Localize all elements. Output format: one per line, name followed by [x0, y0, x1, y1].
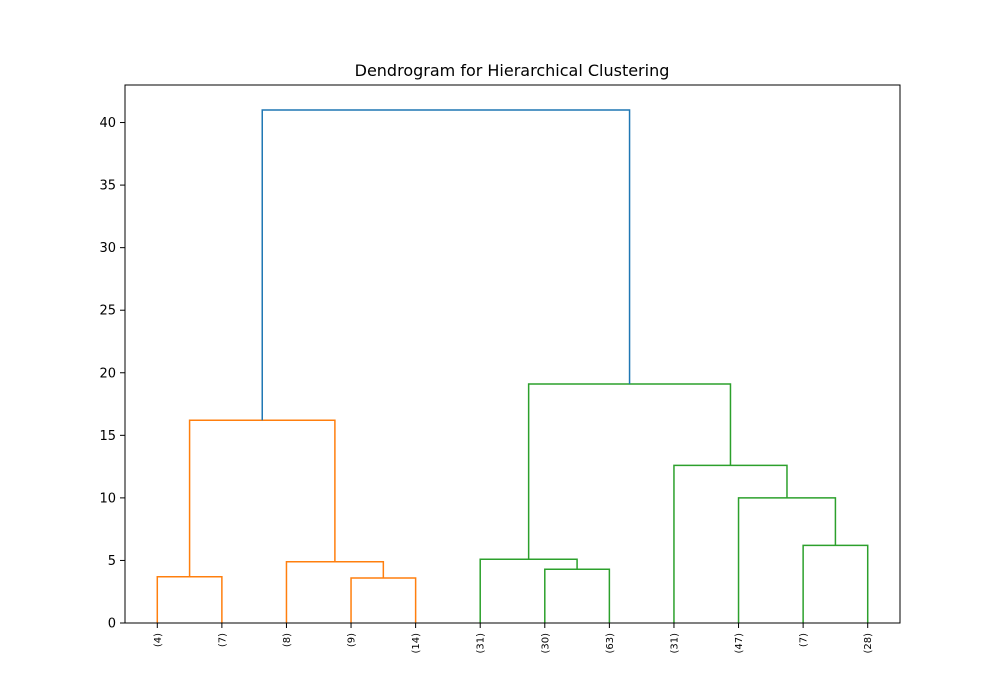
- y-tick-label: 35: [99, 179, 116, 194]
- y-tick-label: 0: [108, 617, 116, 632]
- dendrogram-link-m6: [479, 558, 578, 623]
- dendrogram-link-m3: [285, 560, 385, 623]
- leaf-label: (7): [799, 633, 810, 647]
- leaf-label: (47): [734, 633, 745, 654]
- leaf-label: (8): [282, 633, 293, 647]
- dendrogram-link-m7: [802, 544, 869, 623]
- dendrogram-link-m9: [673, 464, 788, 623]
- leaf-label: (28): [863, 633, 874, 654]
- dendrogram-links: [156, 109, 869, 623]
- y-tick-label: 40: [99, 116, 116, 131]
- dendrogram-link-m1: [156, 575, 223, 623]
- y-tick-label: 10: [99, 491, 116, 506]
- y-tick-label: 25: [99, 304, 116, 319]
- leaf-label: (4): [153, 633, 164, 647]
- leaf-label: (31): [476, 633, 487, 654]
- plot-frame: [124, 84, 901, 624]
- dendrogram-link-m2: [350, 577, 417, 623]
- y-axis: 0 5 10 15 20 25 30 35 40: [99, 116, 125, 632]
- dendrogram-link-m8: [737, 497, 837, 623]
- y-tick-label: 5: [108, 554, 116, 569]
- leaf-label: (30): [540, 633, 551, 654]
- leaf-label: (31): [669, 633, 680, 654]
- y-tick-label: 30: [99, 241, 116, 256]
- leaf-label: (14): [411, 633, 422, 654]
- y-tick-label: 20: [99, 366, 116, 381]
- dendrogram-link-m5: [544, 568, 611, 623]
- x-axis-leaf-labels: (4) (7) (8) (9) (14) (31) (30) (63) (31) (47) (7) (…: [153, 623, 874, 654]
- leaf-label: (9): [347, 633, 358, 647]
- leaf-label: (63): [605, 633, 616, 654]
- y-tick-label: 15: [99, 429, 116, 444]
- chart-title: Dendrogram for Hierarchical Clustering: [355, 61, 670, 80]
- leaf-label: (7): [217, 633, 228, 647]
- dendrogram-link-m10: [527, 383, 732, 560]
- dendrogram-link-m11: [261, 109, 631, 421]
- dendrogram-link-m4: [188, 419, 336, 577]
